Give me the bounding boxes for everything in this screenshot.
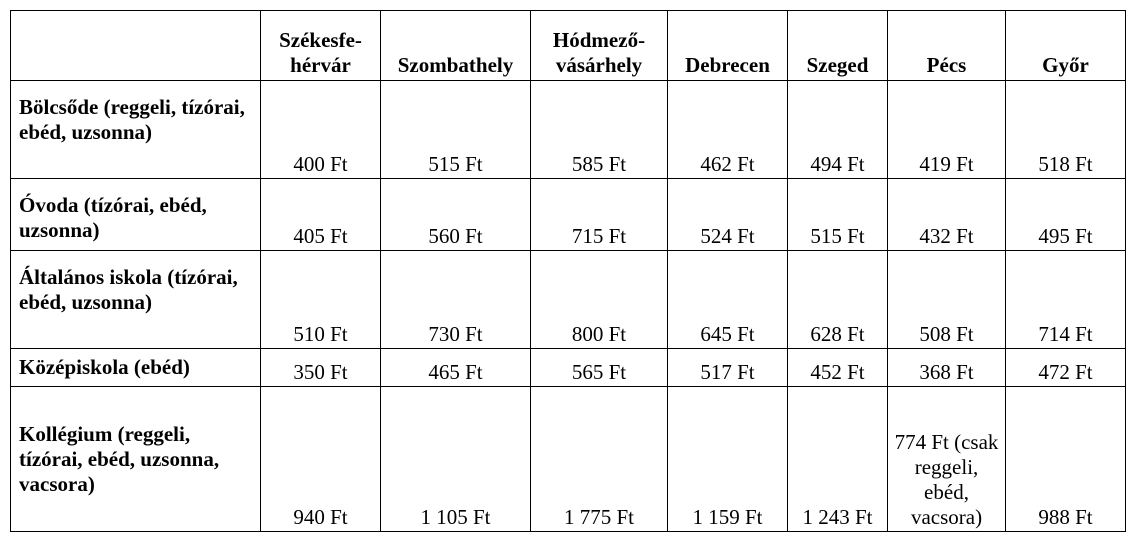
table-cell: 800 Ft	[530, 250, 668, 349]
table-cell: 508 Ft	[887, 250, 1006, 349]
table-cell: 560 Ft	[380, 178, 531, 251]
table-cell: 1 159 Ft	[667, 386, 788, 532]
table-cell: 988 Ft	[1005, 386, 1126, 532]
column-header-debrecen: Debrecen	[667, 10, 788, 81]
row-label-bolcsode: Bölcsőde (reggeli, tízórai, ebéd, uzsonn…	[10, 80, 261, 179]
table-row: Középiskola (ebéd) 350 Ft 465 Ft 565 Ft …	[10, 348, 1126, 387]
column-header-pecs: Pécs	[887, 10, 1006, 81]
table-cell: 940 Ft	[260, 386, 381, 532]
table-cell: 714 Ft	[1005, 250, 1126, 349]
header-row: Székesfe-hérvár Szombathely Hódmező-vásá…	[10, 10, 1126, 81]
column-header-szeged: Szeged	[787, 10, 888, 81]
table-cell: 350 Ft	[260, 348, 381, 387]
table-cell: 517 Ft	[667, 348, 788, 387]
table-row: Általános iskola (tízórai, ebéd, uzsonna…	[10, 250, 1126, 349]
row-label-kozepiskola: Középiskola (ebéd)	[10, 348, 261, 387]
table-cell: 405 Ft	[260, 178, 381, 251]
table-cell: 472 Ft	[1005, 348, 1126, 387]
meal-price-table: Székesfe-hérvár Szombathely Hódmező-vásá…	[10, 10, 1126, 532]
table-cell: 1 105 Ft	[380, 386, 531, 532]
table-row: Kollégium (reggeli, tízórai, ebéd, uzson…	[10, 386, 1126, 532]
table-cell: 515 Ft	[787, 178, 888, 251]
table-cell: 400 Ft	[260, 80, 381, 179]
table-cell: 1 243 Ft	[787, 386, 888, 532]
table-cell: 774 Ft (csak reggeli, ebéd, vacsora)	[887, 386, 1006, 532]
column-header-hodmezovasarhely: Hódmező-vásárhely	[530, 10, 668, 81]
table-row: Bölcsőde (reggeli, tízórai, ebéd, uzsonn…	[10, 80, 1126, 179]
table-cell: 645 Ft	[667, 250, 788, 349]
table-cell: 585 Ft	[530, 80, 668, 179]
table-cell: 465 Ft	[380, 348, 531, 387]
table-cell: 1 775 Ft	[530, 386, 668, 532]
row-label-altalanos-iskola: Általános iskola (tízórai, ebéd, uzsonna…	[10, 250, 261, 349]
column-header-gyor: Győr	[1005, 10, 1126, 81]
row-label-kollegium: Kollégium (reggeli, tízórai, ebéd, uzson…	[10, 386, 261, 532]
column-header-szombathely: Szombathely	[380, 10, 531, 81]
table-cell: 565 Ft	[530, 348, 668, 387]
corner-cell	[10, 10, 261, 81]
table-cell: 452 Ft	[787, 348, 888, 387]
table-cell: 432 Ft	[887, 178, 1006, 251]
row-label-ovoda: Óvoda (tízórai, ebéd, uzsonna)	[10, 178, 261, 251]
table-cell: 628 Ft	[787, 250, 888, 349]
table-row: Óvoda (tízórai, ebéd, uzsonna) 405 Ft 56…	[10, 178, 1126, 251]
table-cell: 518 Ft	[1005, 80, 1126, 179]
column-header-szekesfehervar: Székesfe-hérvár	[260, 10, 381, 81]
table-cell: 462 Ft	[667, 80, 788, 179]
table-cell: 510 Ft	[260, 250, 381, 349]
table-cell: 419 Ft	[887, 80, 1006, 179]
table-cell: 494 Ft	[787, 80, 888, 179]
table-cell: 495 Ft	[1005, 178, 1126, 251]
table-cell: 515 Ft	[380, 80, 531, 179]
table-cell: 368 Ft	[887, 348, 1006, 387]
table-cell: 730 Ft	[380, 250, 531, 349]
table-cell: 715 Ft	[530, 178, 668, 251]
table-cell: 524 Ft	[667, 178, 788, 251]
